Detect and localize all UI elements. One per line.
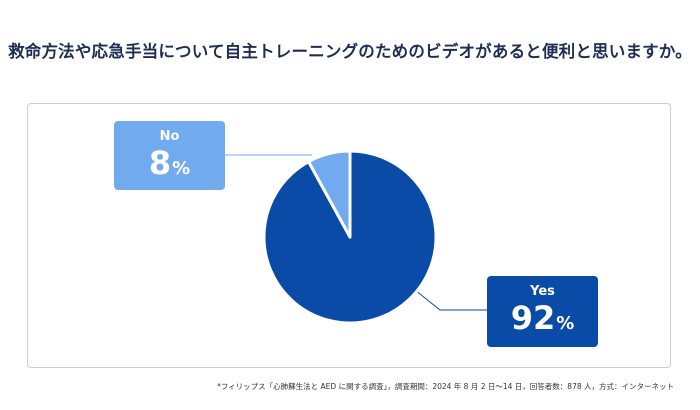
pie-slice-no: [307, 149, 352, 239]
leader-line-yes: [414, 289, 487, 311]
label-no-value: 8%: [114, 147, 225, 179]
label-yes: Yes 92%: [487, 276, 598, 347]
label-no: No 8%: [114, 121, 225, 190]
label-no-unit: %: [172, 158, 191, 179]
footnote: *フィリップス「心肺蘇生法と AED に関する調査」，調査期間：2024 年 8…: [217, 382, 674, 391]
label-no-number: 8: [148, 144, 172, 182]
label-yes-value: 92%: [487, 302, 598, 334]
label-no-name: No: [159, 129, 180, 144]
label-yes-unit: %: [556, 313, 575, 334]
chart-title: 救命方法や応急手当について自主トレーニングのためのビデオがあると便利と思いますか…: [8, 42, 692, 61]
label-yes-number: 92: [510, 299, 556, 337]
label-yes-name: Yes: [530, 284, 555, 299]
